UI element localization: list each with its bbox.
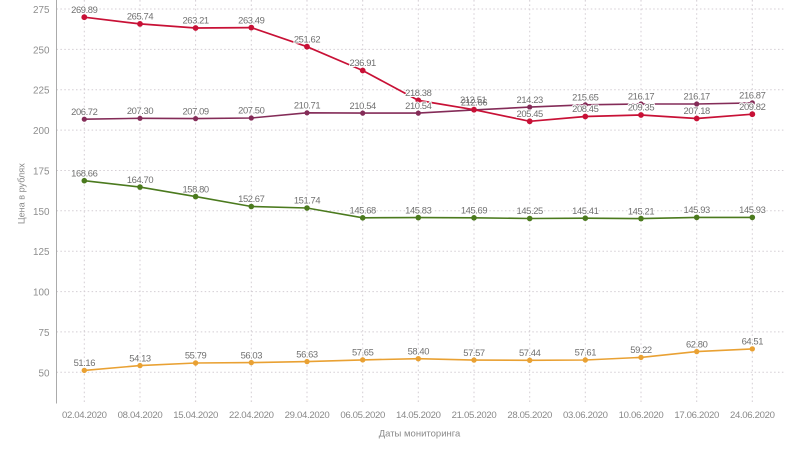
svg-text:56.63: 56.63 <box>296 348 318 359</box>
svg-text:145.68: 145.68 <box>350 205 376 216</box>
svg-text:209.35: 209.35 <box>628 102 654 113</box>
svg-text:145.83: 145.83 <box>405 204 431 215</box>
svg-text:125: 125 <box>33 247 50 258</box>
svg-text:209.82: 209.82 <box>739 101 765 112</box>
svg-text:145.93: 145.93 <box>684 204 710 215</box>
svg-text:10.06.2020: 10.06.2020 <box>619 410 664 421</box>
svg-text:50: 50 <box>39 368 50 379</box>
svg-text:250: 250 <box>33 45 50 56</box>
svg-text:100: 100 <box>33 288 50 299</box>
svg-text:57.61: 57.61 <box>575 347 597 358</box>
svg-text:145.41: 145.41 <box>572 205 598 216</box>
svg-text:58.40: 58.40 <box>408 345 430 356</box>
svg-text:207.18: 207.18 <box>684 105 710 116</box>
svg-text:22.04.2020: 22.04.2020 <box>229 410 274 421</box>
svg-text:Цена в рублях: Цена в рублях <box>17 163 27 224</box>
svg-text:210.54: 210.54 <box>405 100 431 111</box>
svg-text:263.21: 263.21 <box>182 15 208 26</box>
svg-text:200: 200 <box>33 126 50 137</box>
svg-text:55.79: 55.79 <box>185 350 207 361</box>
svg-text:275: 275 <box>33 5 50 16</box>
svg-text:218.38: 218.38 <box>405 87 431 98</box>
svg-text:212.66: 212.66 <box>461 96 487 107</box>
svg-text:269.89: 269.89 <box>71 4 97 15</box>
svg-text:29.04.2020: 29.04.2020 <box>285 410 330 421</box>
svg-text:03.06.2020: 03.06.2020 <box>563 410 608 421</box>
svg-text:175: 175 <box>33 167 50 178</box>
svg-text:225: 225 <box>33 86 50 97</box>
svg-text:265.74: 265.74 <box>127 11 153 22</box>
svg-text:17.06.2020: 17.06.2020 <box>674 410 719 421</box>
svg-text:150: 150 <box>33 207 50 218</box>
svg-text:214.23: 214.23 <box>517 94 543 105</box>
svg-text:64.51: 64.51 <box>742 336 764 347</box>
svg-text:145.93: 145.93 <box>739 204 765 215</box>
svg-text:15.04.2020: 15.04.2020 <box>173 410 218 421</box>
svg-text:06.05.2020: 06.05.2020 <box>340 410 385 421</box>
svg-text:216.17: 216.17 <box>628 91 654 102</box>
svg-text:216.17: 216.17 <box>684 91 710 102</box>
svg-text:151.74: 151.74 <box>294 195 320 206</box>
svg-text:207.30: 207.30 <box>127 105 153 116</box>
svg-text:14.05.2020: 14.05.2020 <box>396 410 441 421</box>
svg-text:236.91: 236.91 <box>350 57 376 68</box>
svg-text:263.49: 263.49 <box>238 14 264 25</box>
svg-text:56.03: 56.03 <box>241 349 263 360</box>
svg-text:251.62: 251.62 <box>294 33 320 44</box>
svg-text:207.09: 207.09 <box>182 105 208 116</box>
svg-text:210.54: 210.54 <box>350 100 376 111</box>
svg-text:164.70: 164.70 <box>127 174 153 185</box>
svg-text:62.80: 62.80 <box>686 338 708 349</box>
svg-text:145.25: 145.25 <box>517 205 543 216</box>
svg-text:28.05.2020: 28.05.2020 <box>507 410 552 421</box>
svg-text:59.22: 59.22 <box>630 344 652 355</box>
svg-text:215.65: 215.65 <box>572 92 598 103</box>
svg-text:205.45: 205.45 <box>517 108 543 119</box>
svg-text:24.06.2020: 24.06.2020 <box>730 410 775 421</box>
svg-text:145.69: 145.69 <box>461 205 487 216</box>
svg-text:208.45: 208.45 <box>572 103 598 114</box>
svg-text:21.05.2020: 21.05.2020 <box>452 410 497 421</box>
svg-text:158.80: 158.80 <box>182 183 208 194</box>
svg-text:02.04.2020: 02.04.2020 <box>62 410 107 421</box>
svg-text:212.51: 212.51 <box>460 94 486 105</box>
svg-text:57.44: 57.44 <box>519 347 541 358</box>
svg-text:145.21: 145.21 <box>628 205 654 216</box>
svg-text:Даты мониторинга: Даты мониторинга <box>379 429 461 440</box>
svg-text:75: 75 <box>39 328 50 339</box>
svg-text:210.71: 210.71 <box>294 100 320 111</box>
svg-text:57.65: 57.65 <box>352 347 374 358</box>
svg-text:08.04.2020: 08.04.2020 <box>118 410 163 421</box>
svg-text:51.16: 51.16 <box>74 357 96 368</box>
svg-text:54.13: 54.13 <box>129 352 151 363</box>
svg-text:206.72: 206.72 <box>71 106 97 117</box>
svg-text:152.67: 152.67 <box>238 193 264 204</box>
svg-text:207.50: 207.50 <box>238 105 264 116</box>
svg-text:216.87: 216.87 <box>739 90 765 101</box>
svg-text:57.57: 57.57 <box>463 347 485 358</box>
svg-text:168.66: 168.66 <box>71 167 97 178</box>
